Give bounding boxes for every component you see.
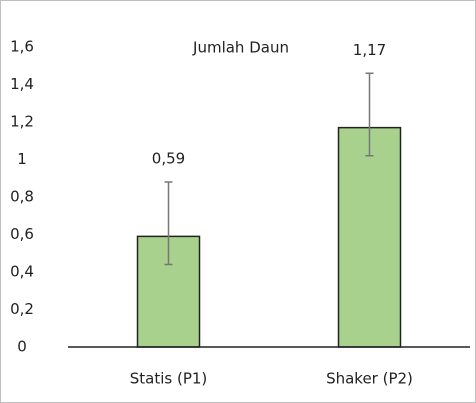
y-tick-label: 0,6	[10, 225, 34, 243]
y-tick-label: 1	[17, 150, 27, 168]
y-tick-label: 1,4	[10, 75, 34, 93]
x-tick-label: Shaker (P2)	[326, 370, 413, 388]
data-label: 0,59	[152, 150, 185, 168]
y-tick-label: 0,2	[10, 300, 34, 318]
chart-title: Jumlah Daun	[192, 39, 289, 57]
y-tick-label: 0	[17, 338, 27, 356]
bar	[337, 126, 402, 348]
x-tick-label: Statis (P1)	[130, 370, 208, 388]
y-tick-label: 1,2	[10, 113, 34, 131]
y-tick-label: 1,6	[10, 38, 34, 56]
data-label: 1,17	[353, 41, 386, 59]
y-tick-label: 0,8	[10, 188, 34, 206]
y-tick-label: 0,4	[10, 263, 34, 281]
